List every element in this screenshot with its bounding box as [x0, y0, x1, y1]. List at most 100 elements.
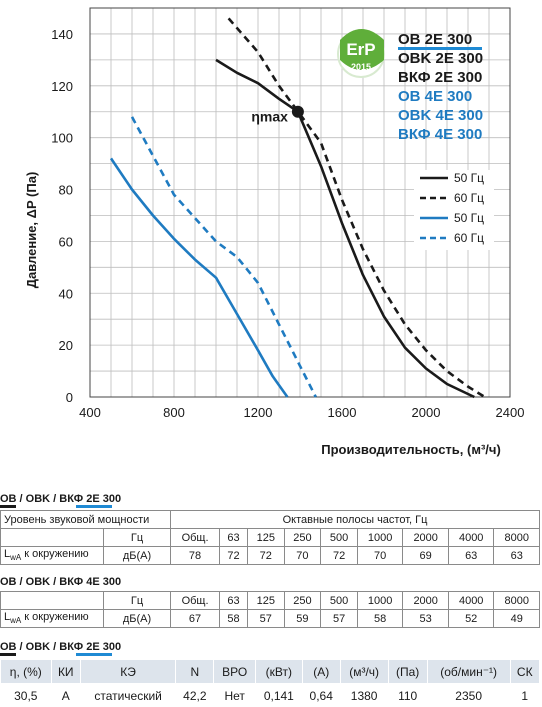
table-cell: Нет	[214, 684, 256, 707]
unit-cell: дБ(А)	[104, 610, 171, 628]
x-tick-label: 2000	[412, 405, 441, 420]
model-label: OB 4E 300	[398, 88, 472, 105]
unit-cell: Гц	[104, 529, 171, 547]
table-cell: 49	[494, 610, 540, 628]
x-tick-label: 800	[163, 405, 185, 420]
unit-cell: дБ(А)	[104, 547, 171, 565]
table-cell: A	[51, 684, 80, 707]
sound-table-4e: Гц Общ. 63 125 250 500 1000 2000 4000 80…	[0, 591, 540, 628]
model-label: OBK 4E 300	[398, 107, 483, 124]
x-tick-label: 400	[79, 405, 101, 420]
table-cell: 63	[448, 547, 494, 565]
erp-badge: ErP 2015	[338, 29, 384, 77]
table-cell: 78	[171, 547, 220, 565]
chart: 400 800 1200 1600 2000 2400 0 20 40 60 80 100 120 140…	[0, 0, 542, 480]
table1-title-text: OB / OBK / ВКФ 2E 300	[0, 493, 121, 505]
table-cell: 63	[220, 529, 248, 547]
table-cell: 8000	[494, 529, 540, 547]
x-tick-label: 2400	[496, 405, 525, 420]
eta-max-marker	[292, 106, 304, 118]
legend-label: 60 Гц	[454, 231, 484, 245]
table-header-cell: КЭ	[80, 660, 175, 684]
table-row: LwA к окружению дБ(А) 78 72 72 70 72 70 …	[1, 547, 540, 565]
erp-badge-text: ErP	[346, 40, 375, 59]
table-cell: 52	[448, 610, 494, 628]
table-row: Гц Общ. 63 125 250 500 1000 2000 4000 80…	[1, 529, 540, 547]
table-cell: Общ.	[171, 529, 220, 547]
table-cell: 70	[357, 547, 403, 565]
data-tables: OB / OBK / ВКФ 2E 300 Уровень звуковой м…	[0, 492, 542, 707]
table-row: η, (%) КИ КЭ N ВРО (кВт) (А) (м³/ч) (Па)…	[1, 660, 540, 684]
table-cell: 4000	[448, 529, 494, 547]
table-row: Уровень звуковой мощности Октавные полос…	[1, 511, 540, 529]
lwa-label: LwA к окружению	[1, 547, 104, 565]
table-cell: 59	[284, 610, 321, 628]
table-cell: 250	[284, 592, 321, 610]
table1-title: OB / OBK / ВКФ 2E 300	[0, 492, 542, 506]
x-axis-title: Производительность, (м³/ч)	[321, 442, 501, 457]
model-label: ВКФ 2E 300	[398, 69, 482, 86]
y-tick-label: 120	[51, 79, 73, 94]
table-header-cell: КИ	[51, 660, 80, 684]
unit-cell: Гц	[104, 592, 171, 610]
table-cell: 63	[494, 547, 540, 565]
table3-title: OB / OBK / ВКФ 2E 300	[0, 640, 542, 654]
y-tick-label: 40	[59, 286, 73, 301]
table-cell: 58	[357, 610, 403, 628]
table-cell: 0,64	[302, 684, 340, 707]
series-line-4	[132, 117, 316, 397]
table-cell: 30,5	[1, 684, 52, 707]
table-cell: 69	[403, 547, 449, 565]
table-header-cell: СК	[510, 660, 539, 684]
table-cell: 1000	[357, 529, 403, 547]
table-cell: 67	[171, 610, 220, 628]
y-tick-label: 60	[59, 234, 73, 249]
table-cell: 2350	[427, 684, 510, 707]
table-cell: Общ.	[171, 592, 220, 610]
table-header-cell: N	[176, 660, 214, 684]
table-cell: 57	[247, 610, 284, 628]
sound-level-label: Уровень звуковой мощности	[1, 511, 171, 529]
legend-label: 50 Гц	[454, 171, 484, 185]
table-cell: 110	[388, 684, 427, 707]
table-cell: 0,141	[255, 684, 302, 707]
table-cell: 42,2	[176, 684, 214, 707]
table-cell: 72	[247, 547, 284, 565]
lwa-label: LwA к окружению	[1, 610, 104, 628]
table-row: Гц Общ. 63 125 250 500 1000 2000 4000 80…	[1, 592, 540, 610]
table-header-cell: (кВт)	[255, 660, 302, 684]
eta-max-label: ηmax	[251, 109, 288, 125]
table-cell: 125	[247, 592, 284, 610]
y-tick-label: 0	[66, 390, 73, 405]
table-cell: 1000	[357, 592, 403, 610]
table-cell: 250	[284, 529, 321, 547]
table-header-cell: η, (%)	[1, 660, 52, 684]
erp-badge-year: 2015	[351, 62, 371, 72]
table3-title-text: OB / OBK / ВКФ 2E 300	[0, 641, 121, 653]
table-header-cell: ВРО	[214, 660, 256, 684]
octave-label: Октавные полосы частот, Гц	[171, 511, 540, 529]
table-cell: 53	[403, 610, 449, 628]
table-header-cell: (Па)	[388, 660, 427, 684]
model-label: OBK 2E 300	[398, 50, 483, 67]
x-tick-label: 1200	[244, 405, 273, 420]
legend-label: 50 Гц	[454, 211, 484, 225]
x-tick-label: 1600	[328, 405, 357, 420]
sound-table-2e: Уровень звуковой мощности Октавные полос…	[0, 510, 540, 565]
y-tick-label: 140	[51, 27, 73, 42]
y-tick-label: 20	[59, 338, 73, 353]
table-cell: 58	[220, 610, 248, 628]
y-tick-label: 80	[59, 183, 73, 198]
table-cell: 63	[220, 592, 248, 610]
table-header-cell: (об/мин⁻¹)	[427, 660, 510, 684]
table-cell: 500	[321, 529, 358, 547]
table-row: LwA к окружению дБ(А) 67 58 57 59 57 58 …	[1, 610, 540, 628]
y-tick-label: 100	[51, 131, 73, 146]
series-line-3	[111, 158, 287, 397]
table-header-cell: (А)	[302, 660, 340, 684]
table-cell: 2000	[403, 529, 449, 547]
table-cell: 1	[510, 684, 539, 707]
table2-title-text: OB / OBK / ВКФ 4E 300	[0, 576, 121, 588]
